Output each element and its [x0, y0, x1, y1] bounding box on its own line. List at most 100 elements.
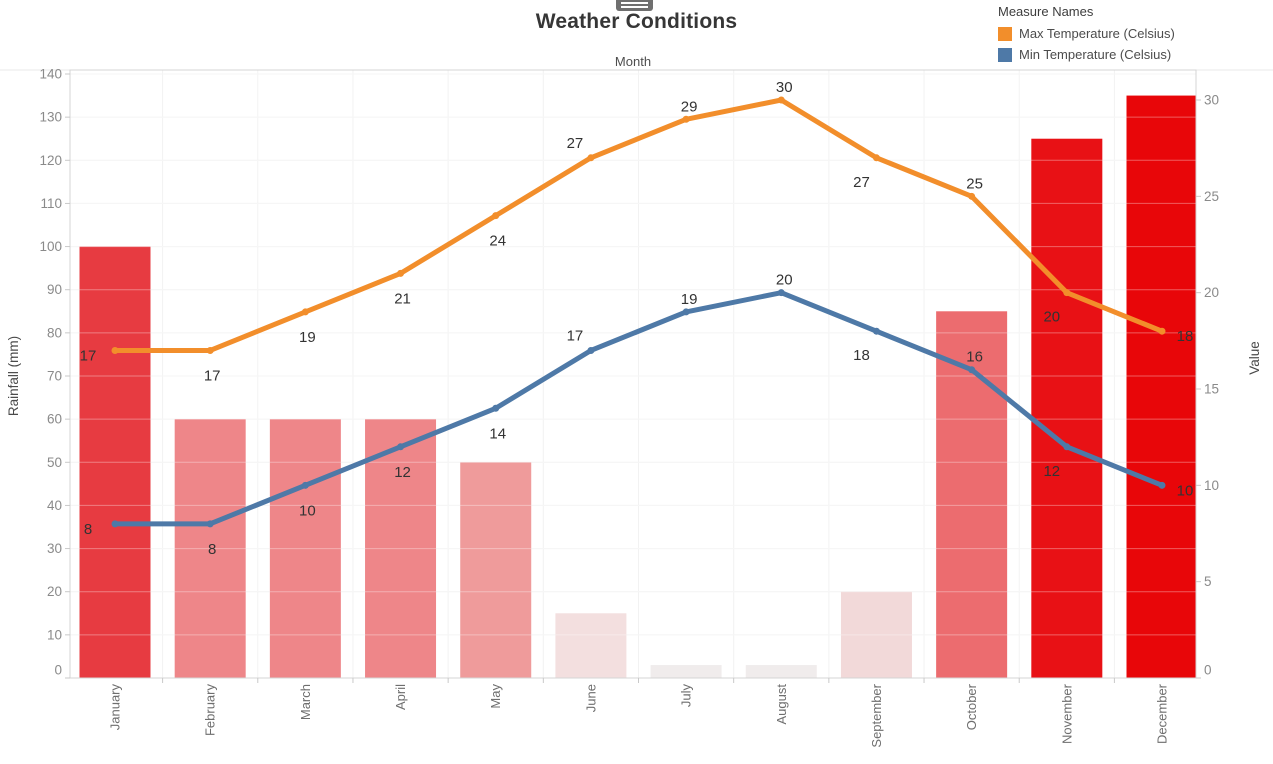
- x-axis-tick-label: July: [679, 684, 694, 708]
- bar-march[interactable]: [269, 419, 341, 678]
- max-temperature-data-label: 19: [299, 329, 316, 346]
- y-axis-tick-label: 80: [47, 325, 62, 340]
- x-axis-tick-label: January: [108, 684, 123, 731]
- bar-april[interactable]: [365, 419, 437, 678]
- max-temperature-data-label: 18: [1177, 328, 1194, 345]
- max-temperature-swatch-icon: [998, 26, 1012, 41]
- bar-may[interactable]: [460, 462, 532, 678]
- max-temperature-data-label: 21: [394, 290, 411, 307]
- x-axis-title: Month: [614, 54, 652, 69]
- x-axis-tick-label: June: [583, 684, 598, 712]
- y2-axis-title: Value: [1247, 341, 1262, 375]
- min-temperature-point-october[interactable]: [968, 366, 976, 374]
- min-temperature-point-november[interactable]: [1063, 443, 1071, 451]
- min-temperature-data-label: 18: [853, 347, 870, 364]
- min-temperature-point-april[interactable]: [397, 443, 405, 451]
- max-temperature-data-label: 25: [966, 175, 983, 192]
- plot-border: [69, 69, 1197, 679]
- min-temperature-point-december[interactable]: [1158, 481, 1166, 489]
- y-axis-tick-label: 70: [47, 369, 62, 384]
- legend-item-max-temperature[interactable]: Max Temperature (Celsius): [998, 26, 1268, 41]
- min-temperature-point-june[interactable]: [587, 346, 595, 354]
- x-axis-tick-label: March: [298, 684, 313, 720]
- y-axis-tick-label: 120: [39, 153, 62, 168]
- y2-axis-tick-label: 5: [1204, 574, 1212, 589]
- y-axis-tick-label: 50: [47, 455, 62, 470]
- x-axis-tick-label: September: [869, 683, 884, 747]
- min-temperature-data-label: 12: [394, 464, 411, 481]
- bar-june[interactable]: [555, 613, 627, 678]
- min-temperature-data-label: 10: [1177, 482, 1194, 499]
- max-temperature-line[interactable]: [112, 97, 1165, 353]
- y-axis-tick-label: 10: [47, 627, 62, 642]
- min-temperature-data-label: 8: [84, 521, 92, 538]
- min-temperature-point-may[interactable]: [492, 404, 500, 412]
- max-temperature-point-june[interactable]: [587, 154, 595, 162]
- bar-december[interactable]: [1126, 95, 1198, 678]
- min-temperature-point-january[interactable]: [111, 520, 119, 528]
- min-temperature-line[interactable]: [112, 290, 1165, 527]
- y2-axis-tick-label: 15: [1204, 382, 1219, 397]
- bar-february[interactable]: [174, 419, 246, 678]
- y-axis-tick-label: 100: [39, 239, 62, 254]
- legend-title: Measure Names: [998, 4, 1094, 19]
- min-temperature-point-august[interactable]: [777, 289, 785, 297]
- x-axis-tick-label: October: [964, 683, 979, 730]
- x-axis-tick-label: May: [488, 684, 503, 709]
- y2-axis-tick-label: 0: [1204, 663, 1212, 678]
- min-temperature-data-label: 20: [776, 272, 793, 289]
- drag-handle-icon[interactable]: [616, 0, 653, 11]
- max-temperature-data-label: 27: [567, 135, 584, 152]
- y-axis-tick-label: 40: [47, 498, 62, 513]
- max-temperature-point-january[interactable]: [111, 346, 119, 354]
- max-temperature-point-may[interactable]: [492, 212, 500, 220]
- y-axis-tick-label: 130: [39, 110, 62, 125]
- legend-item-min-temperature[interactable]: Min Temperature (Celsius): [998, 47, 1268, 62]
- bar-august[interactable]: [745, 665, 817, 678]
- min-temperature-point-july[interactable]: [682, 308, 690, 316]
- max-temperature-data-label: 20: [1043, 309, 1060, 326]
- x-axis-tick-label: August: [774, 684, 789, 725]
- max-temperature-point-september[interactable]: [872, 154, 880, 162]
- min-temperature-data-label: 16: [966, 349, 983, 366]
- min-temperature-data-label: 8: [208, 541, 216, 558]
- bar-july[interactable]: [650, 665, 722, 678]
- max-temperature-data-label: 17: [204, 367, 221, 384]
- max-temperature-point-august[interactable]: [777, 96, 785, 104]
- min-temperature-data-label: 10: [299, 502, 316, 519]
- max-temperature-data-label: 30: [776, 79, 793, 96]
- bar-january[interactable]: [79, 246, 151, 678]
- max-temperature-data-label: 17: [80, 347, 97, 364]
- x-axis-tick-label: December: [1155, 683, 1170, 744]
- min-temperature-data-label: 14: [489, 425, 506, 442]
- y2-axis-tick-label: 10: [1204, 478, 1219, 493]
- y-axis-title: Rainfall (mm): [6, 336, 21, 416]
- y-axis-tick-label: 60: [47, 412, 62, 427]
- y-axis-tick-label: 140: [39, 67, 62, 82]
- y2-axis-tick-label: 25: [1204, 189, 1219, 204]
- page-title: Weather Conditions: [535, 10, 738, 33]
- min-temperature-point-march[interactable]: [301, 481, 309, 489]
- min-temperature-point-february[interactable]: [206, 520, 214, 528]
- max-temperature-point-july[interactable]: [682, 115, 690, 123]
- max-temperature-point-april[interactable]: [397, 269, 405, 277]
- y2-axis-tick-label: 20: [1204, 285, 1219, 300]
- drag-handle-line: [621, 2, 648, 4]
- bar-september[interactable]: [840, 591, 912, 678]
- min-temperature-data-label: 17: [567, 327, 584, 344]
- rainfall-bars: [79, 95, 1198, 678]
- max-temperature-point-march[interactable]: [301, 308, 309, 316]
- bar-november[interactable]: [1031, 138, 1103, 678]
- max-temperature-point-november[interactable]: [1063, 289, 1071, 297]
- y-axis-tick-label: 20: [47, 584, 62, 599]
- max-temperature-point-february[interactable]: [206, 346, 214, 354]
- legend-item-label: Min Temperature (Celsius): [1019, 47, 1172, 62]
- min-temperature-data-label: 12: [1043, 463, 1060, 480]
- max-temperature-point-december[interactable]: [1158, 327, 1166, 335]
- drag-handle-line: [621, 6, 648, 8]
- legend: Measure Names Max Temperature (Celsius) …: [998, 4, 1268, 68]
- min-temperature-point-september[interactable]: [872, 327, 880, 335]
- max-temperature-point-october[interactable]: [968, 192, 976, 200]
